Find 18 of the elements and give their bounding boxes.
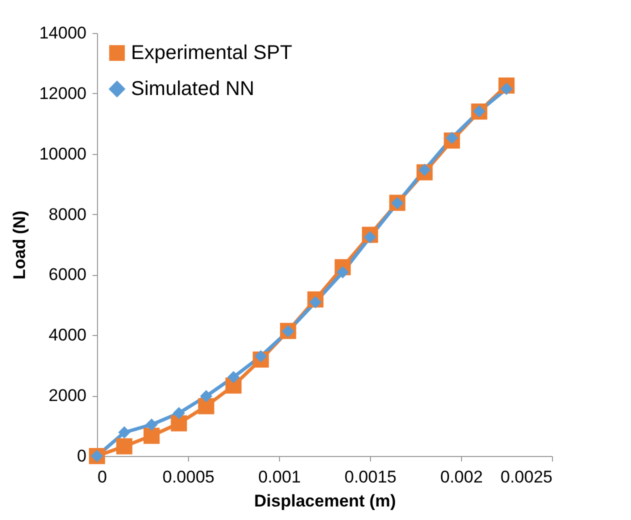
y-tick-label: 0 — [77, 446, 86, 466]
y-tick-label: 2000 — [48, 386, 86, 406]
y-tick-label: 6000 — [48, 265, 86, 284]
y-tick-label: 10000 — [39, 144, 86, 164]
x-tick-label: 0.0015 — [344, 468, 396, 486]
y-tick-label: 14000 — [39, 24, 86, 42]
legend-label: Experimental SPT — [131, 42, 292, 64]
x-tick-label: 0.0025 — [500, 468, 552, 486]
x-axis-title: Displacement (m) — [254, 492, 396, 510]
y-tick-label: 12000 — [39, 84, 86, 103]
x-tick-label: 0.001 — [258, 468, 301, 486]
x-tick-label: 0.0005 — [162, 468, 214, 486]
x-tick-label: 0.002 — [440, 468, 483, 486]
x-tick-label: 0 — [98, 468, 107, 486]
y-tick-label: 4000 — [48, 326, 86, 345]
y-axis-title: Load (N) — [10, 210, 30, 280]
legend-label: Simulated NN — [131, 78, 254, 100]
y-tick-label: 8000 — [48, 204, 86, 224]
